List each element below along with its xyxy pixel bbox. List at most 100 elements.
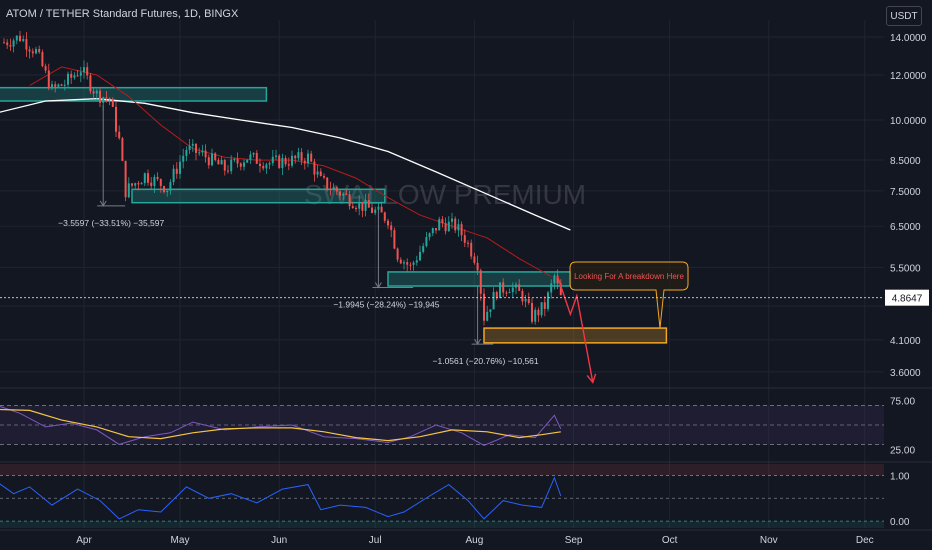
oscillator-pane: 1.00 0.00 xyxy=(0,464,910,528)
candle xyxy=(431,227,434,237)
candle xyxy=(342,192,345,201)
time-axis: AprMayJunJulAugSepOctNovDec23 xyxy=(76,535,874,546)
candle xyxy=(31,48,34,58)
candle xyxy=(444,217,447,235)
support-zone-3 xyxy=(387,271,572,287)
osc-line xyxy=(0,476,562,520)
candle xyxy=(508,288,511,294)
candle xyxy=(300,148,303,166)
measure-label: −1.9945 (−28.24%) −19,945 xyxy=(333,299,439,309)
candle xyxy=(387,218,389,230)
candle xyxy=(70,70,73,84)
candle xyxy=(479,268,482,301)
candle xyxy=(476,255,479,276)
candle xyxy=(25,32,28,57)
candle xyxy=(275,149,277,160)
candle xyxy=(127,177,130,199)
time-tick: Oct xyxy=(662,535,678,546)
candle xyxy=(297,147,300,161)
candle xyxy=(345,190,348,196)
candle xyxy=(303,157,306,170)
time-tick: Apr xyxy=(76,535,92,546)
candles xyxy=(3,30,562,326)
candle xyxy=(374,206,377,216)
candle xyxy=(99,88,101,108)
candle xyxy=(95,88,98,101)
candle xyxy=(406,258,409,272)
candle xyxy=(35,46,37,55)
candle xyxy=(198,147,201,156)
candle xyxy=(262,162,265,171)
candle xyxy=(540,302,543,318)
candle xyxy=(281,153,284,176)
candle xyxy=(403,259,405,270)
candle xyxy=(319,168,322,177)
candle xyxy=(211,148,213,167)
currency-button[interactable]: USDT xyxy=(886,6,922,26)
osc-tick: 1.00 xyxy=(890,471,910,482)
candle xyxy=(358,194,361,216)
osc-tick: 0.00 xyxy=(890,517,910,528)
candle xyxy=(6,39,9,49)
candle xyxy=(380,201,383,213)
candle xyxy=(57,83,60,89)
candle xyxy=(118,125,121,140)
candle xyxy=(425,232,428,248)
price-tick: 3.6000 xyxy=(890,368,921,379)
candle xyxy=(543,296,546,317)
candle xyxy=(137,180,140,191)
time-tick: Dec xyxy=(856,535,874,546)
candle xyxy=(438,216,441,231)
candle xyxy=(236,152,239,168)
candle xyxy=(495,290,498,301)
candle xyxy=(556,269,559,290)
candle xyxy=(367,193,370,208)
callout: Looking For A breakdown Here xyxy=(569,261,689,329)
candle xyxy=(348,190,351,210)
candle xyxy=(12,38,15,53)
candle xyxy=(335,186,338,196)
candle xyxy=(396,247,399,263)
candle xyxy=(518,279,521,292)
grid xyxy=(0,20,884,528)
candle xyxy=(19,30,21,43)
candle xyxy=(217,157,220,165)
last-price-label: 4.8647 xyxy=(892,294,923,305)
rsi-pane: 75.00 25.00 xyxy=(0,397,915,456)
candle xyxy=(486,305,489,322)
candle xyxy=(294,154,297,164)
candle xyxy=(76,70,79,77)
candle xyxy=(278,154,281,169)
candle xyxy=(284,155,287,167)
candle xyxy=(307,149,309,168)
candle xyxy=(175,162,178,179)
last-price-badge xyxy=(885,289,929,306)
candle xyxy=(159,178,162,193)
candle xyxy=(364,193,367,217)
candle xyxy=(534,307,537,325)
price-tick: 14.0000 xyxy=(890,33,927,44)
rsi-line xyxy=(0,405,562,446)
candle xyxy=(172,164,175,186)
candle xyxy=(124,160,127,202)
candle xyxy=(79,66,82,83)
candle xyxy=(195,143,197,161)
candle xyxy=(435,228,437,234)
candle xyxy=(339,189,341,200)
candle xyxy=(291,150,293,168)
candle xyxy=(323,173,325,180)
candle xyxy=(239,162,242,171)
target-zone xyxy=(483,327,668,344)
candle xyxy=(230,155,233,175)
measure-label: −1.0561 (−20.76%) −10,561 xyxy=(433,356,539,366)
price-tick: 12.0000 xyxy=(890,71,927,82)
candle xyxy=(492,287,495,310)
candle xyxy=(156,172,159,182)
callout-text: Looking For A breakdown Here xyxy=(574,272,684,281)
candle xyxy=(220,156,223,165)
measure-3: −1.0561 (−20.76%) −10,561 xyxy=(433,286,539,366)
rsi-tick: 75.00 xyxy=(890,397,915,408)
candle xyxy=(86,62,89,80)
